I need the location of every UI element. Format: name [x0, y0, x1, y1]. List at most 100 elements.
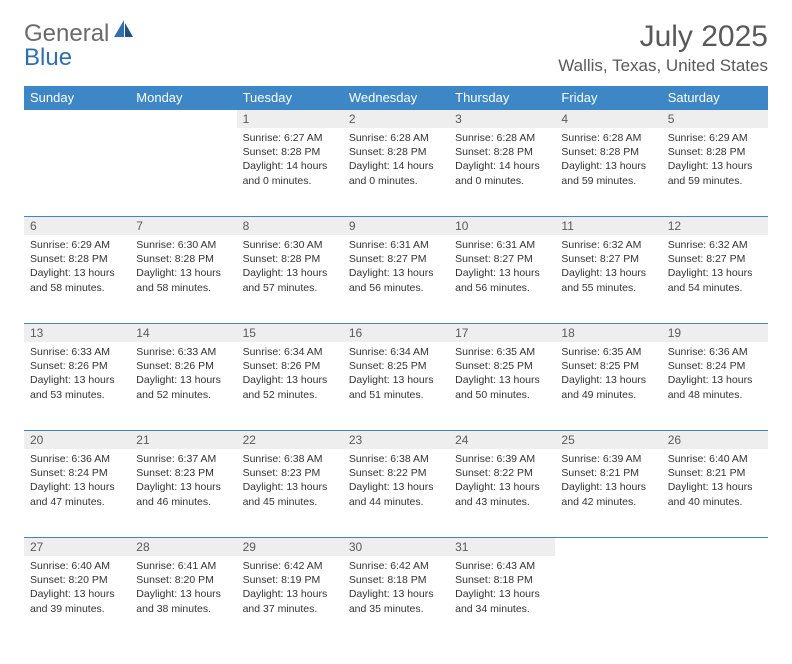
- day-number: 10: [449, 216, 555, 235]
- daylight-text: Daylight: 13 hours and 40 minutes.: [668, 480, 762, 508]
- day-cell: Sunrise: 6:36 AMSunset: 8:24 PMDaylight:…: [24, 449, 130, 537]
- day-content: Sunrise: 6:37 AMSunset: 8:23 PMDaylight:…: [130, 449, 236, 515]
- day-content: Sunrise: 6:34 AMSunset: 8:25 PMDaylight:…: [343, 342, 449, 408]
- daylight-text: Daylight: 13 hours and 55 minutes.: [561, 266, 655, 294]
- day-cell: Sunrise: 6:31 AMSunset: 8:27 PMDaylight:…: [343, 235, 449, 323]
- sunrise-text: Sunrise: 6:28 AM: [561, 131, 655, 145]
- week-row: Sunrise: 6:40 AMSunset: 8:20 PMDaylight:…: [24, 556, 768, 644]
- day-number: 20: [24, 430, 130, 449]
- day-cell: Sunrise: 6:30 AMSunset: 8:28 PMDaylight:…: [130, 235, 236, 323]
- sunset-text: Sunset: 8:26 PM: [30, 359, 124, 373]
- weekday-header: Tuesday: [237, 86, 343, 109]
- day-number: 9: [343, 216, 449, 235]
- day-number: 28: [130, 537, 236, 556]
- day-content: Sunrise: 6:36 AMSunset: 8:24 PMDaylight:…: [24, 449, 130, 515]
- sunrise-text: Sunrise: 6:32 AM: [561, 238, 655, 252]
- day-cell: Sunrise: 6:28 AMSunset: 8:28 PMDaylight:…: [555, 128, 661, 216]
- day-cell: Sunrise: 6:28 AMSunset: 8:28 PMDaylight:…: [343, 128, 449, 216]
- daylight-text: Daylight: 13 hours and 43 minutes.: [455, 480, 549, 508]
- sunset-text: Sunset: 8:24 PM: [30, 466, 124, 480]
- sunset-text: Sunset: 8:27 PM: [668, 252, 762, 266]
- daylight-text: Daylight: 14 hours and 0 minutes.: [243, 159, 337, 187]
- day-number-empty: [555, 537, 661, 556]
- day-cell: Sunrise: 6:33 AMSunset: 8:26 PMDaylight:…: [130, 342, 236, 430]
- sunset-text: Sunset: 8:18 PM: [349, 573, 443, 587]
- month-title: July 2025: [558, 20, 768, 54]
- day-cell: Sunrise: 6:32 AMSunset: 8:27 PMDaylight:…: [662, 235, 768, 323]
- day-number-empty: [24, 109, 130, 128]
- sunset-text: Sunset: 8:27 PM: [349, 252, 443, 266]
- day-number: 5: [662, 109, 768, 128]
- day-content: Sunrise: 6:33 AMSunset: 8:26 PMDaylight:…: [24, 342, 130, 408]
- day-cell: Sunrise: 6:29 AMSunset: 8:28 PMDaylight:…: [24, 235, 130, 323]
- title-block: July 2025 Wallis, Texas, United States: [558, 20, 768, 76]
- daynum-row: 12345: [24, 109, 768, 128]
- sunrise-text: Sunrise: 6:34 AM: [243, 345, 337, 359]
- week-row: Sunrise: 6:33 AMSunset: 8:26 PMDaylight:…: [24, 342, 768, 430]
- day-content: Sunrise: 6:28 AMSunset: 8:28 PMDaylight:…: [343, 128, 449, 194]
- day-content: Sunrise: 6:32 AMSunset: 8:27 PMDaylight:…: [555, 235, 661, 301]
- sunset-text: Sunset: 8:26 PM: [243, 359, 337, 373]
- day-cell: Sunrise: 6:37 AMSunset: 8:23 PMDaylight:…: [130, 449, 236, 537]
- day-content: Sunrise: 6:27 AMSunset: 8:28 PMDaylight:…: [237, 128, 343, 194]
- day-cell: Sunrise: 6:36 AMSunset: 8:24 PMDaylight:…: [662, 342, 768, 430]
- day-number: 6: [24, 216, 130, 235]
- sunrise-text: Sunrise: 6:40 AM: [30, 559, 124, 573]
- day-number: 3: [449, 109, 555, 128]
- day-number: 15: [237, 323, 343, 342]
- day-content: Sunrise: 6:35 AMSunset: 8:25 PMDaylight:…: [449, 342, 555, 408]
- sunset-text: Sunset: 8:24 PM: [668, 359, 762, 373]
- weekday-header: Wednesday: [343, 86, 449, 109]
- day-cell: Sunrise: 6:27 AMSunset: 8:28 PMDaylight:…: [237, 128, 343, 216]
- day-cell: Sunrise: 6:29 AMSunset: 8:28 PMDaylight:…: [662, 128, 768, 216]
- day-number: 14: [130, 323, 236, 342]
- day-content: Sunrise: 6:32 AMSunset: 8:27 PMDaylight:…: [662, 235, 768, 301]
- day-content: Sunrise: 6:30 AMSunset: 8:28 PMDaylight:…: [130, 235, 236, 301]
- day-cell: Sunrise: 6:32 AMSunset: 8:27 PMDaylight:…: [555, 235, 661, 323]
- daylight-text: Daylight: 13 hours and 45 minutes.: [243, 480, 337, 508]
- sunset-text: Sunset: 8:21 PM: [668, 466, 762, 480]
- calendar-table: Sunday Monday Tuesday Wednesday Thursday…: [24, 86, 768, 644]
- day-content: Sunrise: 6:39 AMSunset: 8:21 PMDaylight:…: [555, 449, 661, 515]
- sunset-text: Sunset: 8:23 PM: [136, 466, 230, 480]
- day-content: Sunrise: 6:35 AMSunset: 8:25 PMDaylight:…: [555, 342, 661, 408]
- day-number: 30: [343, 537, 449, 556]
- brand-sail-icon: [113, 19, 135, 44]
- daylight-text: Daylight: 13 hours and 46 minutes.: [136, 480, 230, 508]
- day-cell: Sunrise: 6:40 AMSunset: 8:20 PMDaylight:…: [24, 556, 130, 644]
- day-number: 25: [555, 430, 661, 449]
- sunrise-text: Sunrise: 6:28 AM: [349, 131, 443, 145]
- sunrise-text: Sunrise: 6:32 AM: [668, 238, 762, 252]
- sunset-text: Sunset: 8:27 PM: [455, 252, 549, 266]
- sunrise-text: Sunrise: 6:38 AM: [349, 452, 443, 466]
- daylight-text: Daylight: 13 hours and 38 minutes.: [136, 587, 230, 615]
- day-cell: Sunrise: 6:34 AMSunset: 8:26 PMDaylight:…: [237, 342, 343, 430]
- day-cell: [130, 128, 236, 216]
- sunrise-text: Sunrise: 6:35 AM: [561, 345, 655, 359]
- sunrise-text: Sunrise: 6:35 AM: [455, 345, 549, 359]
- sunrise-text: Sunrise: 6:34 AM: [349, 345, 443, 359]
- sunrise-text: Sunrise: 6:42 AM: [349, 559, 443, 573]
- sunrise-text: Sunrise: 6:36 AM: [30, 452, 124, 466]
- sunset-text: Sunset: 8:28 PM: [30, 252, 124, 266]
- sunrise-text: Sunrise: 6:28 AM: [455, 131, 549, 145]
- day-number: 31: [449, 537, 555, 556]
- sunset-text: Sunset: 8:25 PM: [349, 359, 443, 373]
- daylight-text: Daylight: 13 hours and 37 minutes.: [243, 587, 337, 615]
- day-cell: Sunrise: 6:38 AMSunset: 8:22 PMDaylight:…: [343, 449, 449, 537]
- sunset-text: Sunset: 8:21 PM: [561, 466, 655, 480]
- sunset-text: Sunset: 8:28 PM: [455, 145, 549, 159]
- sunset-text: Sunset: 8:28 PM: [349, 145, 443, 159]
- week-row: Sunrise: 6:36 AMSunset: 8:24 PM Daylight:…: [24, 449, 768, 537]
- sunset-text: Sunset: 8:28 PM: [561, 145, 655, 159]
- sunset-text: Sunset: 8:28 PM: [136, 252, 230, 266]
- sunset-text: Sunset: 8:18 PM: [455, 573, 549, 587]
- day-number-empty: [130, 109, 236, 128]
- day-cell: Sunrise: 6:35 AMSunset: 8:25 PMDaylight:…: [555, 342, 661, 430]
- sunset-text: Sunset: 8:25 PM: [455, 359, 549, 373]
- day-content: Sunrise: 6:31 AMSunset: 8:27 PMDaylight:…: [449, 235, 555, 301]
- day-number: 18: [555, 323, 661, 342]
- day-cell: Sunrise: 6:39 AMSunset: 8:21 PMDaylight:…: [555, 449, 661, 537]
- sunset-text: Sunset: 8:22 PM: [455, 466, 549, 480]
- day-cell: Sunrise: 6:31 AMSunset: 8:27 PMDaylight:…: [449, 235, 555, 323]
